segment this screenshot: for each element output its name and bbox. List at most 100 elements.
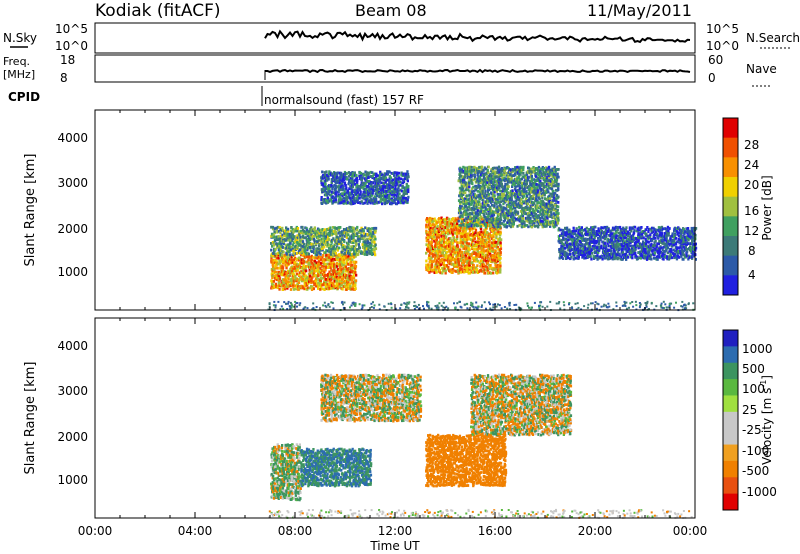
heatmap-cell [525,173,529,176]
heatmap-cell [371,251,374,255]
heatmap-cell [339,234,342,238]
heatmap-cell [432,226,435,230]
heatmap-cell [314,279,318,283]
heatmap-cell [286,232,289,236]
heatmap-cell [503,211,507,215]
heatmap-cell [433,223,436,227]
heatmap-cell [460,168,464,171]
heatmap-cell [272,234,275,237]
heatmap-cell [490,179,493,183]
heatmap-cell [334,200,337,204]
heatmap-cell [528,197,531,200]
heatmap-cell [294,240,297,243]
heatmap-cell [538,214,541,218]
heatmap-cell [352,174,356,178]
heatmap-cell [435,251,438,255]
freq-label: Freq. [3,55,30,68]
heatmap-cell [364,241,367,244]
heatmap-cell [461,238,465,242]
heatmap-cell [459,238,462,242]
heatmap-cell [355,193,358,196]
heatmap-cell [271,280,274,283]
heatmap-cell [354,265,358,268]
heatmap-cell [391,193,394,197]
heatmap-cell [386,199,389,203]
heatmap-cell [326,262,329,266]
heatmap-cell [547,165,551,169]
heatmap-cell [486,231,489,234]
heatmap-cell [466,223,469,227]
heatmap-cell [277,248,280,252]
heatmap-cell [512,202,515,205]
heatmap-cell [320,188,323,191]
heatmap-cell [470,187,474,191]
heatmap-cell [429,219,433,223]
heatmap-cell [486,251,489,254]
heatmap-cell [481,170,484,174]
heatmap-cell [508,224,511,227]
heatmap-cell [467,256,470,260]
heatmap-cell [540,205,543,209]
heatmap-cell [479,255,482,259]
heatmap-cell [344,265,347,269]
heatmap-cell [342,187,345,191]
heatmap-cell [506,166,509,169]
heatmap-cell [394,197,397,201]
heatmap-cell [486,261,489,264]
heatmap-cell [429,216,432,220]
heatmap-cell [296,229,299,233]
heatmap-cell [338,274,341,277]
heatmap-cell [295,229,298,233]
heatmap-cell [428,242,431,246]
heatmap-cell [354,287,357,290]
heatmap-cell [480,220,483,224]
heatmap-cell [456,230,460,234]
heatmap-cell [483,215,486,219]
heatmap-cell [347,246,350,250]
heatmap-cell [345,227,349,230]
heatmap-cell [517,217,520,220]
heatmap-cell [315,253,319,257]
heatmap-cell [386,193,389,197]
heatmap-cell [506,209,509,213]
heatmap-cell [434,247,437,251]
heatmap-cell [448,220,451,224]
heatmap-cell [521,181,524,185]
heatmap-cell [499,247,503,251]
heatmap-cell [520,170,523,174]
heatmap-cell [492,271,495,275]
heatmap-cell [321,283,324,287]
heatmap-cell [298,271,301,275]
heatmap-cell [280,249,283,252]
heatmap-cell [521,214,525,218]
heatmap-cell [544,175,547,179]
heatmap-cell [327,253,330,257]
heatmap-cell [336,283,339,287]
heatmap-cell [457,271,460,274]
heatmap-cell [493,177,496,181]
heatmap-cell [473,175,477,179]
heatmap-cell [283,232,286,235]
heatmap-cell [469,258,472,261]
heatmap-cell [481,194,485,198]
heatmap-cell [546,208,549,211]
heatmap-cell [286,282,290,286]
heatmap-cell [459,248,462,252]
heatmap-cell [535,192,539,196]
heatmap-cell [541,216,544,219]
heatmap-cell [287,238,290,242]
heatmap-cell [294,235,298,239]
heatmap-cell [341,192,344,195]
heatmap-cell [496,210,499,214]
heatmap-cell [308,238,312,242]
heatmap-cell [435,249,439,253]
heatmap-cell [338,184,341,188]
heatmap-cell [360,228,363,232]
heatmap-cell [337,256,340,260]
heatmap-cell [460,243,464,247]
heatmap-cell [484,177,487,180]
heatmap-cell [441,258,444,261]
heatmap-cell [350,245,353,249]
heatmap-cell [442,263,445,267]
heatmap-cell [356,198,359,202]
